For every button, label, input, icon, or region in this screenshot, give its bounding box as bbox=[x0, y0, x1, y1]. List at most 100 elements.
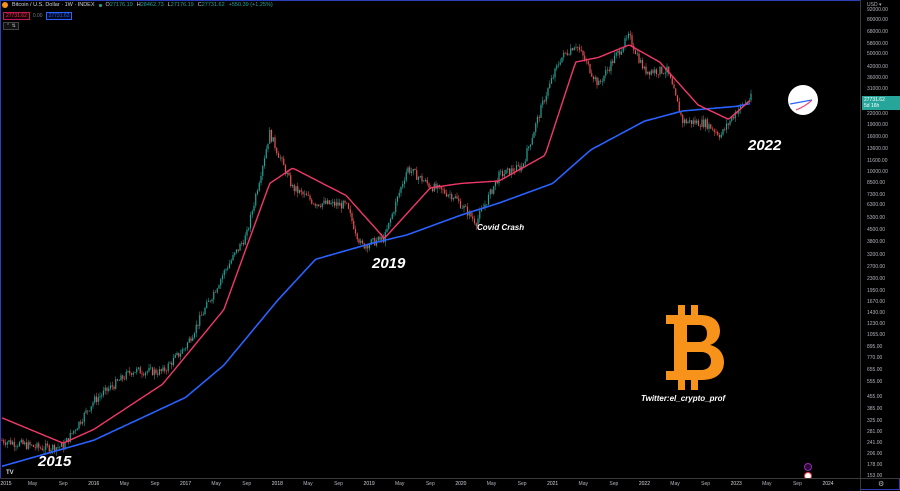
time-tick: May bbox=[303, 481, 313, 487]
price-tick: 1950.00 bbox=[867, 287, 886, 294]
settings-gear-icon[interactable]: ⚙ bbox=[878, 481, 885, 488]
time-tick: 2023 bbox=[730, 481, 742, 487]
time-tick: 2024 bbox=[822, 481, 834, 487]
close-value: 27731.62 bbox=[201, 2, 225, 8]
collapse-legend-button[interactable]: ⌃ ⇅ bbox=[3, 22, 19, 30]
price-tick: 42000.00 bbox=[867, 64, 888, 71]
currency-selector[interactable]: USD ▾ bbox=[867, 2, 882, 8]
sell-button[interactable]: 27731.62 bbox=[3, 12, 30, 20]
time-tick: 2020 bbox=[455, 481, 467, 487]
price-tick: 31000.00 bbox=[867, 86, 888, 93]
price-tick: 11600.00 bbox=[867, 157, 888, 164]
time-tick: 2019 bbox=[363, 481, 375, 487]
price-tick: 178.00 bbox=[867, 461, 883, 468]
time-tick: Sep bbox=[334, 481, 343, 487]
time-tick: May bbox=[211, 481, 221, 487]
time-tick: Sep bbox=[517, 481, 527, 487]
price-tick: 13600.00 bbox=[867, 146, 888, 153]
price-tick: 770.00 bbox=[867, 355, 883, 362]
time-tick: Sep bbox=[609, 481, 619, 487]
highlight-blue-line bbox=[789, 99, 813, 105]
highlight-red-line bbox=[795, 99, 813, 111]
spread-value: 0.00 bbox=[32, 13, 43, 19]
time-tick: 2018 bbox=[271, 481, 283, 487]
time-tick: May bbox=[119, 481, 130, 487]
time-tick: Sep bbox=[242, 481, 252, 487]
price-tick: 16000.00 bbox=[867, 134, 888, 141]
price-tick: 895.00 bbox=[867, 344, 883, 351]
price-tick: 2300.00 bbox=[867, 275, 886, 282]
price-tick: 3200.00 bbox=[867, 251, 886, 258]
candles bbox=[1, 30, 752, 456]
price-axis[interactable]: 92000.00 80000.00 68000.00 58000.00 50000.00… bbox=[860, 0, 900, 479]
trade-buttons: 27731.62 0.00 27731.62 bbox=[3, 12, 73, 20]
price-tick: 241.00 bbox=[867, 439, 883, 446]
price-tick: 2700.00 bbox=[867, 263, 886, 270]
price-tick: 1430.00 bbox=[867, 310, 886, 317]
time-tick: 2022 bbox=[638, 481, 650, 487]
price-tick: 1670.00 bbox=[867, 298, 886, 305]
price-tick: 7300.00 bbox=[867, 191, 886, 198]
high-value: 28462.73 bbox=[140, 2, 164, 8]
price-tick: 4500.00 bbox=[867, 226, 886, 233]
time-tick: Sep bbox=[150, 481, 160, 487]
price-tick: 281.00 bbox=[867, 428, 883, 435]
price-tick: 80000.00 bbox=[867, 17, 888, 24]
price-tick: 555.00 bbox=[867, 379, 883, 386]
price-tick: 385.00 bbox=[867, 405, 883, 412]
time-tick: May bbox=[578, 481, 588, 487]
bitcoin-icon bbox=[2, 2, 8, 8]
price-tick: 92000.00 bbox=[867, 7, 888, 13]
time-tick: 2017 bbox=[179, 481, 192, 487]
price-tick: 58000.00 bbox=[867, 40, 888, 47]
open-value: 27176.19 bbox=[109, 2, 133, 8]
price-tick: 455.00 bbox=[867, 393, 883, 400]
tradingview-logo-icon[interactable]: TV bbox=[6, 470, 14, 476]
annotation-2019: 2019 bbox=[372, 255, 406, 272]
time-tick: Sep bbox=[792, 481, 802, 487]
price-tick: 8500.00 bbox=[867, 180, 886, 187]
ma-long-line bbox=[1, 102, 751, 467]
price-tick: 325.00 bbox=[867, 418, 883, 425]
symbol-title[interactable]: Bitcoin / U.S. Dollar · 1W · INDEX bbox=[12, 2, 95, 8]
buy-button[interactable]: 27731.62 bbox=[45, 12, 73, 20]
highlight-circle bbox=[788, 85, 818, 115]
time-tick: Sep bbox=[701, 481, 711, 487]
price-tick: 206.00 bbox=[867, 451, 883, 458]
price-tick: 36000.00 bbox=[867, 75, 888, 82]
time-tick: May bbox=[486, 481, 497, 487]
last-price-tag: 27731.62 5d 16h bbox=[862, 96, 900, 110]
price-tick: 3800.00 bbox=[867, 239, 886, 246]
annotation-twitter: Twitter:el_crypto_prof bbox=[641, 394, 726, 403]
axis-settings-button[interactable]: ⚙ bbox=[860, 478, 900, 491]
price-tick: 10000.00 bbox=[867, 168, 888, 175]
change-value: +550.39 (+1.25%) bbox=[228, 2, 273, 8]
price-tick: 68000.00 bbox=[867, 29, 888, 35]
price-tick: 153.00 bbox=[867, 473, 883, 479]
price-tick: 1055.00 bbox=[867, 332, 886, 339]
annotation-2015: 2015 bbox=[38, 453, 72, 470]
time-tick: 2015 bbox=[0, 481, 12, 487]
price-chart[interactable] bbox=[0, 0, 860, 478]
price-tick: 5300.00 bbox=[867, 214, 886, 221]
time-tick: May bbox=[670, 481, 680, 487]
price-tick: 19000.00 bbox=[867, 121, 888, 128]
market-open-icon bbox=[98, 3, 102, 7]
ma-short-line bbox=[1, 44, 751, 444]
low-value: 27176.19 bbox=[170, 2, 194, 8]
event-icon[interactable] bbox=[804, 463, 812, 471]
time-axis[interactable]: 2015 May Sep 2016 May Sep 2017 May Sep 2018 May Sep… bbox=[0, 478, 860, 491]
annotation-2022: 2022 bbox=[748, 137, 782, 154]
symbol-legend: Bitcoin / U.S. Dollar · 1W · INDEX O2717… bbox=[2, 2, 273, 8]
time-tick: Sep bbox=[425, 481, 435, 487]
price-tick: 50000.00 bbox=[867, 51, 888, 58]
time-tick: May bbox=[762, 481, 772, 487]
price-tick: 6300.00 bbox=[867, 202, 886, 209]
time-tick: 2021 bbox=[547, 481, 559, 487]
price-tick: 655.00 bbox=[867, 367, 883, 374]
time-tick: May bbox=[394, 481, 405, 487]
time-tick: 2016 bbox=[88, 481, 100, 487]
bitcoin-logo-icon bbox=[666, 305, 724, 390]
annotation-covid-crash: Covid Crash bbox=[477, 223, 525, 232]
time-tick: Sep bbox=[58, 481, 68, 487]
